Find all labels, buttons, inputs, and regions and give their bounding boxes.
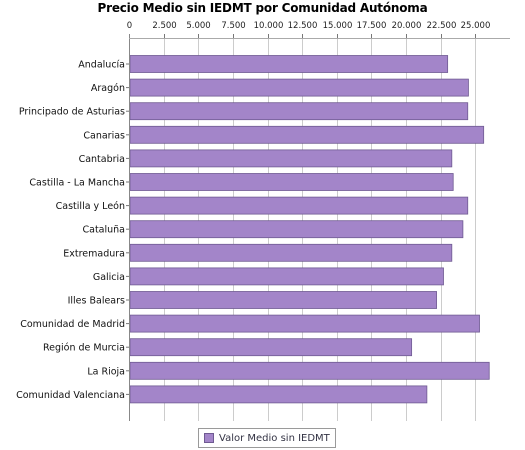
- bar: [129, 173, 454, 191]
- category-label: Cataluña: [82, 225, 125, 236]
- bar: [129, 196, 469, 215]
- category-label: Principado de Asturias: [19, 107, 125, 118]
- category-label: Castilla y León: [56, 201, 125, 212]
- chart-title: Precio Medio sin IEDMT por Comunidad Aut…: [97, 1, 428, 15]
- bar: [129, 55, 449, 73]
- bar: [129, 102, 469, 121]
- x-tick-label: 10.000: [254, 21, 284, 31]
- legend-label: Valor Medio sin IEDMT: [219, 432, 330, 444]
- x-tick-label: 2.500: [152, 21, 176, 31]
- x-tick-label: 12.500: [288, 21, 318, 31]
- bar: [129, 267, 444, 286]
- x-tick-label: 20.000: [392, 21, 422, 31]
- x-tick-label: 25.000: [461, 21, 491, 31]
- category-label: Aragón: [91, 83, 125, 94]
- x-axis-ticks: 0 2.500 5.000 7.500 10.000 12.500 15.000 17.500…: [127, 21, 491, 38]
- category-label: Illes Balears: [68, 296, 125, 307]
- x-tick-label: 7.500: [221, 21, 245, 31]
- bar: [129, 385, 428, 404]
- category-label: Canarias: [83, 130, 125, 141]
- category-label: Extremadura: [63, 248, 125, 259]
- category-label: Andalucía: [78, 60, 125, 71]
- bar: [129, 314, 480, 333]
- x-tick-label: 15.000: [323, 21, 353, 31]
- category-label: Galicia: [93, 272, 125, 283]
- category-label: La Rioja: [87, 366, 125, 377]
- bar: [129, 291, 437, 309]
- bar: [129, 78, 469, 97]
- category-label: Comunidad de Madrid: [20, 319, 125, 330]
- x-tick-label: 5.000: [186, 21, 210, 31]
- category-labels: Andalucía Aragón Principado de Asturias Can…: [16, 60, 125, 401]
- bar: [129, 338, 413, 357]
- x-tick-label: 22.500: [427, 21, 457, 31]
- bar: [129, 149, 453, 168]
- legend: Valor Medio sin IEDMT: [198, 428, 336, 448]
- bar: [129, 220, 464, 239]
- axes: [126, 34, 510, 421]
- bar: [129, 361, 490, 380]
- bars: [129, 55, 490, 404]
- legend-swatch: [204, 433, 214, 443]
- category-label: Región de Murcia: [43, 343, 125, 354]
- x-tick-label: 17.500: [357, 21, 387, 31]
- x-tick-label: 0: [127, 21, 132, 31]
- category-label: Cantabria: [79, 154, 125, 165]
- bar: [129, 243, 453, 262]
- category-label: Comunidad Valenciana: [16, 390, 125, 401]
- category-label: Castilla - La Mancha: [29, 178, 125, 189]
- bar: [129, 125, 485, 144]
